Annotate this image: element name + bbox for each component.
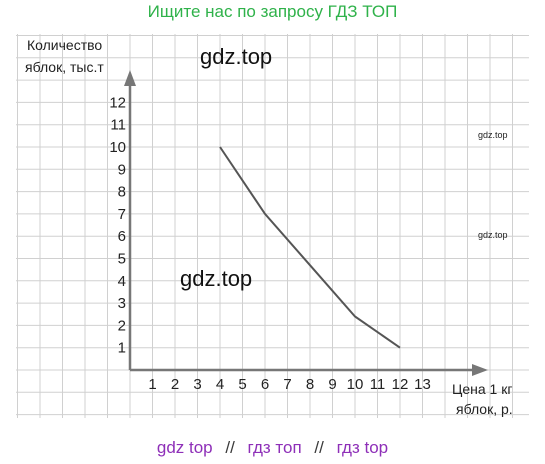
x-tick-label: 4 xyxy=(216,376,224,393)
x-tick-label: 12 xyxy=(392,376,409,393)
y-tick-label: 2 xyxy=(118,317,126,334)
y-axis-label-line-2: яблок, тыс.т xyxy=(25,59,104,75)
x-tick-labels: 1 2 3 4 5 6 7 8 9 10 11 12 13 xyxy=(148,376,431,393)
x-tick-label: 8 xyxy=(306,376,314,393)
y-tick-label: 11 xyxy=(110,117,126,134)
chart-grid xyxy=(16,34,529,418)
y-tick-label: 5 xyxy=(118,251,126,268)
x-tick-label: 11 xyxy=(370,376,386,393)
y-tick-label: 1 xyxy=(118,340,126,357)
y-tick-label: 4 xyxy=(118,273,126,290)
x-tick-label: 6 xyxy=(261,376,269,393)
watermark-gdz-top-1: gdz.top xyxy=(200,44,273,69)
x-tick-label: 3 xyxy=(193,376,201,393)
y-tick-label: 6 xyxy=(118,228,126,245)
chart-axes xyxy=(124,70,488,376)
x-tick-label: 10 xyxy=(347,376,364,393)
chart-series xyxy=(219,146,401,349)
y-tick-label: 3 xyxy=(118,295,126,312)
x-tick-label: 5 xyxy=(238,376,246,393)
footer-link-2[interactable]: гдз топ xyxy=(247,438,302,457)
footer-link-1[interactable]: gdz top xyxy=(156,438,213,457)
x-tick-label: 1 xyxy=(148,376,156,393)
y-tick-label: 7 xyxy=(118,206,126,223)
x-tick-label: 13 xyxy=(414,376,431,393)
x-axis-arrow xyxy=(472,364,488,376)
series-line xyxy=(219,146,401,349)
watermark-small-1: gdz.top xyxy=(478,130,508,140)
y-axis-label-line-1: Количество xyxy=(27,37,102,53)
x-axis-label-line-2: яблок, р. xyxy=(456,401,513,417)
footer-separator-1: // xyxy=(225,438,235,457)
footer-links: gdz top // гдз топ // гдз top xyxy=(0,438,545,458)
y-tick-label: 8 xyxy=(118,184,126,201)
x-tick-label: 2 xyxy=(171,376,179,393)
x-tick-label: 9 xyxy=(328,376,336,393)
y-tick-label: 9 xyxy=(118,161,126,178)
watermark-gdz-top-2: gdz.top xyxy=(180,266,253,291)
watermark-small-2: gdz.top xyxy=(478,230,508,240)
y-tick-label: 12 xyxy=(109,94,126,111)
footer-link-3[interactable]: гдз top xyxy=(336,438,389,457)
header-banner: Ищите нас по запросу ГДЗ ТОП xyxy=(147,2,398,21)
x-tick-label: 7 xyxy=(283,376,291,393)
y-axis-arrow xyxy=(124,70,136,86)
x-axis-label-line-1: Цена 1 кг xyxy=(452,381,512,397)
y-tick-label: 10 xyxy=(109,139,126,156)
footer-separator-2: // xyxy=(314,438,324,457)
